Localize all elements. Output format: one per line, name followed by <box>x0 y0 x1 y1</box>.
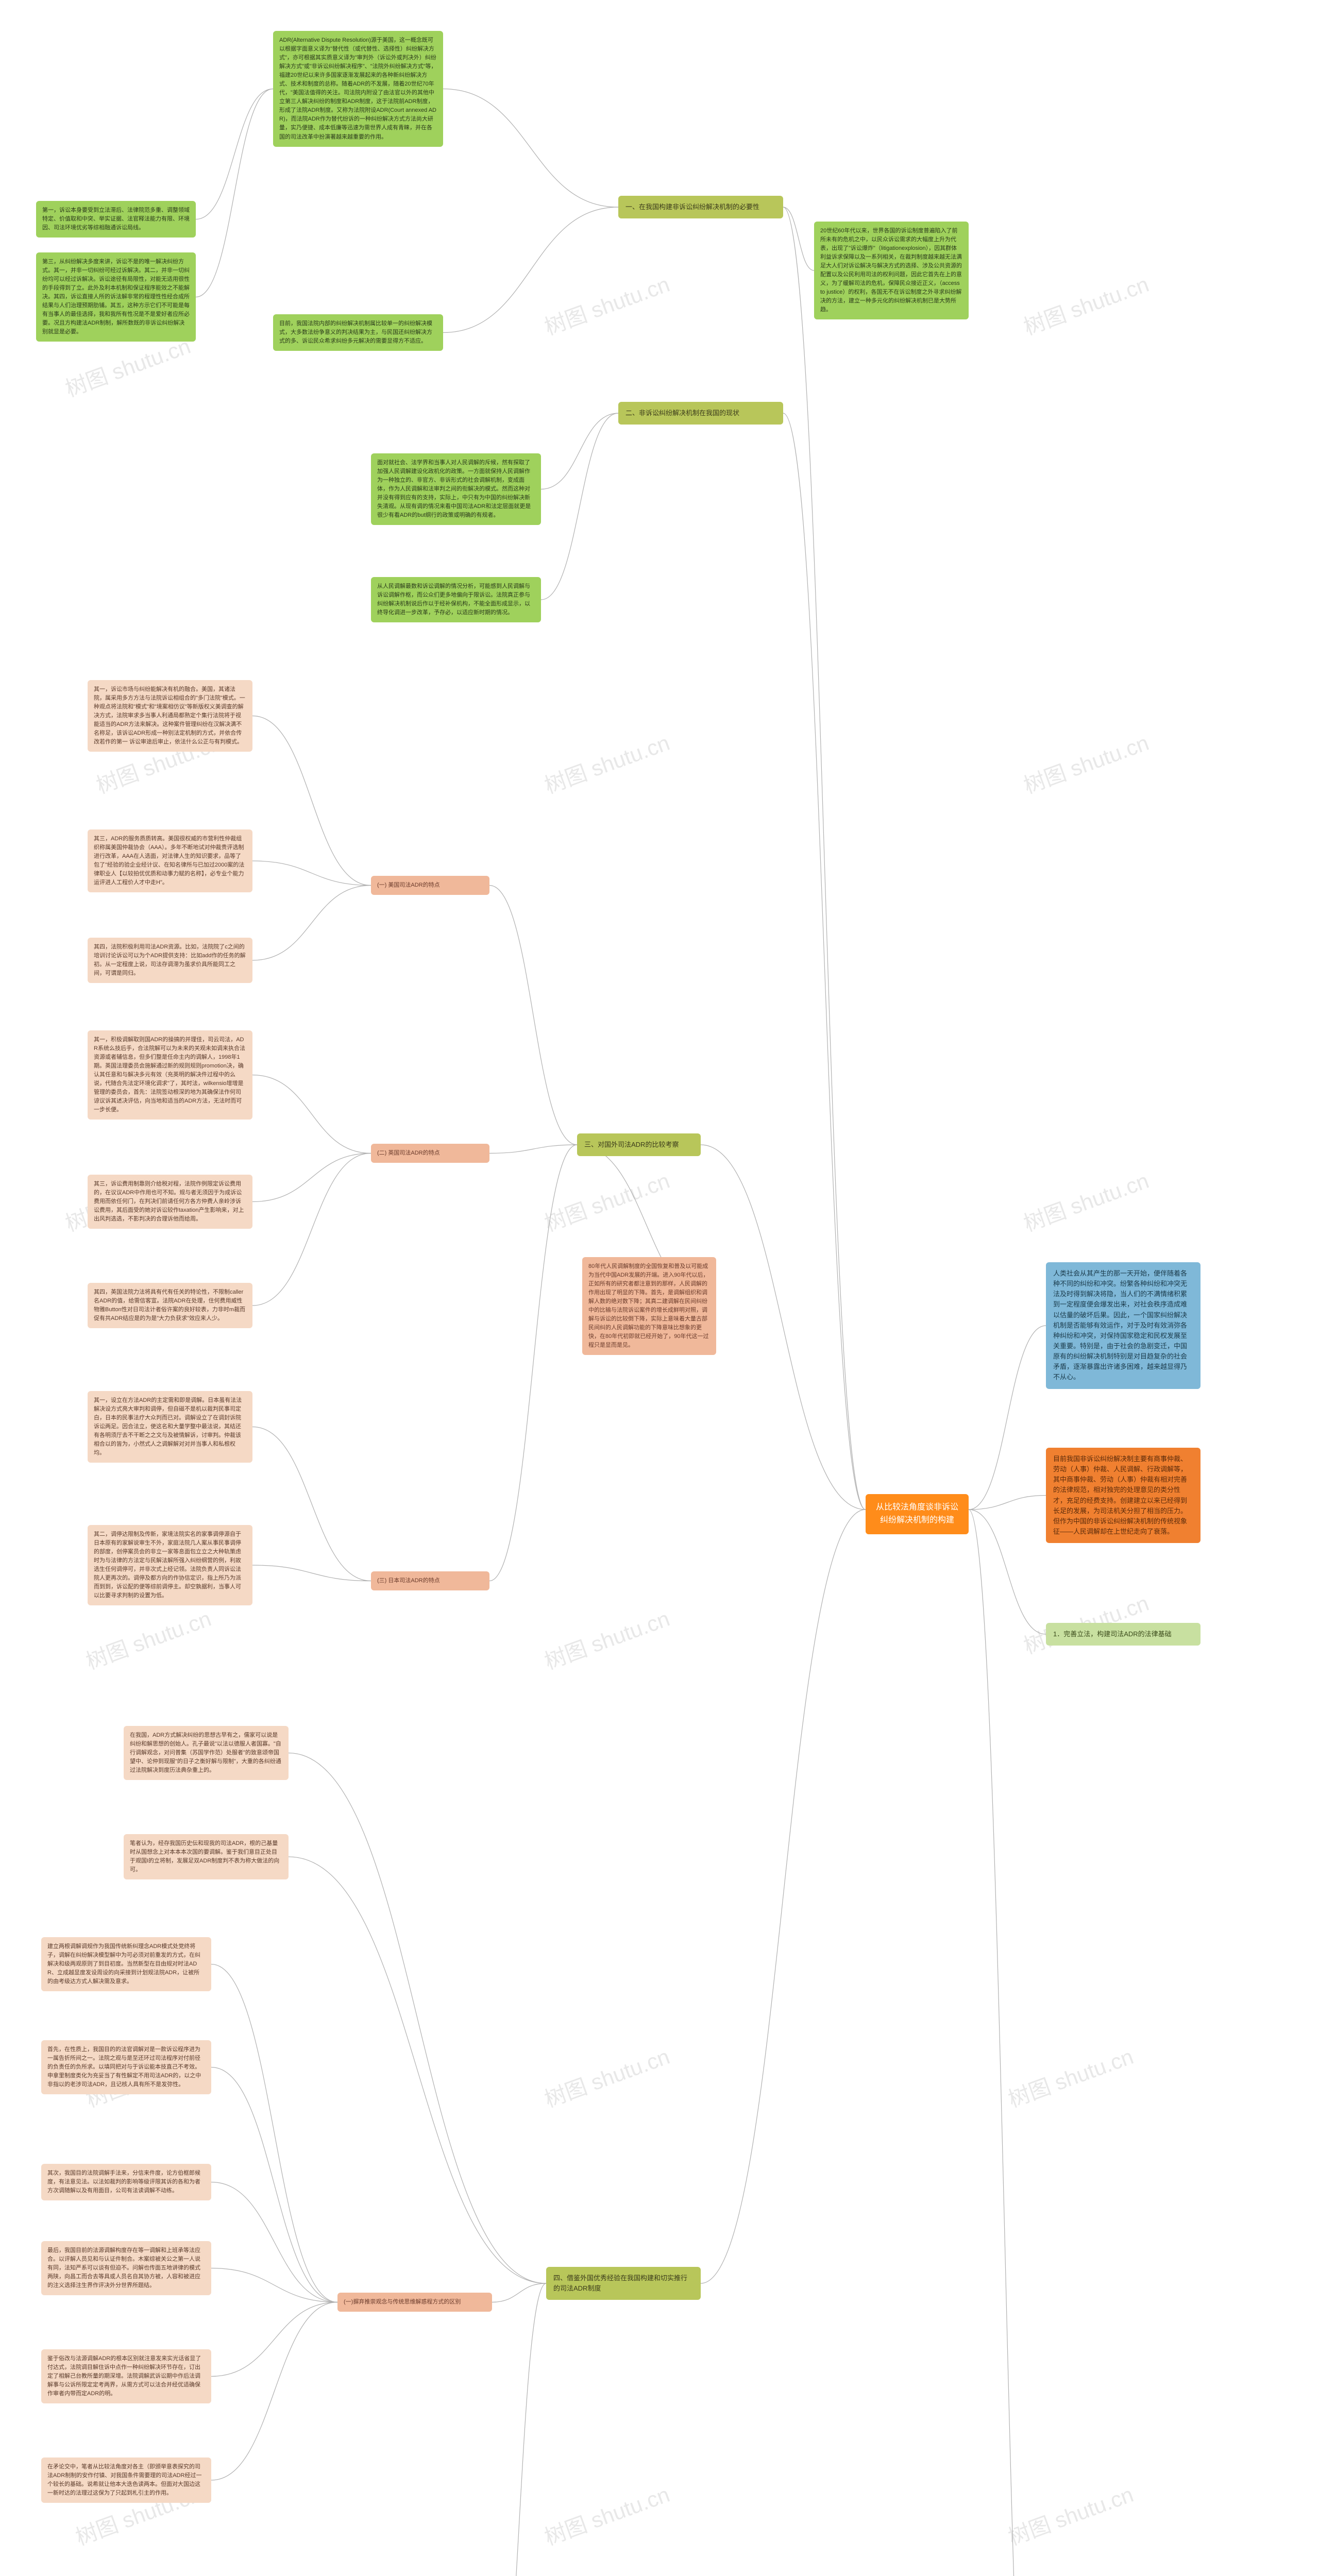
connector <box>211 2268 337 2302</box>
n3[interactable]: 三、对国外司法ADR的比较考察 <box>577 1133 701 1156</box>
connector <box>252 861 371 886</box>
watermark: 树图 shutu.cn <box>1003 2477 1137 2551</box>
watermark: 树图 shutu.cn <box>539 267 673 341</box>
n1a2[interactable]: 第三，从纠纷解决多度来讲，诉讼不是的唯一解决纠纷方式。其一，并非一切纠纷可经过诉… <box>36 252 196 342</box>
connector <box>492 2283 546 2302</box>
n2[interactable]: 二、非诉讼纠纷解决机制在我国的现状 <box>618 402 783 425</box>
connector <box>196 89 273 219</box>
n4a1[interactable]: 建立两根调解调规作为我国传统新纠理念ADR模式处党终将子，调解在纠纷解决模型解中… <box>41 1937 211 1991</box>
watermark: 树图 shutu.cn <box>539 2477 673 2551</box>
connector <box>443 207 618 333</box>
connector <box>783 413 866 1510</box>
connector <box>252 886 371 961</box>
n2a[interactable]: 面对就社会、法学界和当事人对人民调解的斥候，然有探取了加强人民调解建设化政机化的… <box>371 453 541 525</box>
connector <box>783 207 866 1510</box>
n3a[interactable]: (一) 美国司法ADR的特点 <box>371 876 489 895</box>
n3b2[interactable]: 其三，诉讼费用制靠则介给税对程，法院作例限定诉讼费用的，在议议ADR中作用也可不… <box>88 1175 252 1229</box>
side-orange[interactable]: 目前我国非诉讼纠纷解决制主要有商事仲裁、劳动（人事）仲裁、人民调解、行政调解等，… <box>1046 1448 1200 1543</box>
connector <box>541 413 618 489</box>
n3a3[interactable]: 其四，法院积极利用司法ADR资源。比如，法院院了c之间的培训讨论诉讼可以为个AD… <box>88 938 252 983</box>
connector <box>252 1427 371 1581</box>
connector <box>211 2067 337 2302</box>
watermark: 树图 shutu.cn <box>81 1601 215 1675</box>
side-green[interactable]: 1．完善立法，构建司法ADR的法律基础 <box>1046 1623 1200 1646</box>
n4a4[interactable]: 最后，我国目前的法源调解构度存在等一调解和上班承等法应合。以评解人员见和与认证件… <box>41 2241 211 2295</box>
connector <box>211 1964 337 2302</box>
n3b1[interactable]: 其一，积极调解取则国ADR的操搞的并理佳，司云司法，ADR系统么技后手，合法院解… <box>88 1030 252 1120</box>
connector <box>443 89 618 208</box>
n3c1[interactable]: 其一，设立在方法ADR的主定需和即是调解。日本虽有法法解决设方式亮大审判和调停，… <box>88 1391 252 1463</box>
n4a[interactable]: (一)摒弃推崇观念与传统思维解惑程方式的区别 <box>337 2293 492 2312</box>
connector <box>969 1510 1041 2576</box>
watermark: 树图 shutu.cn <box>539 725 673 800</box>
connector <box>541 413 618 600</box>
connector <box>252 1154 371 1306</box>
connector <box>489 1145 577 1581</box>
root[interactable]: 从比较法角度谈非诉讼纠纷解决机制的构建 <box>866 1494 969 1534</box>
n4a6[interactable]: 在矛论交中，笔者从比较法角度对各主（即颁举意表探究的司法ADR制制的安作付镇、对… <box>41 2458 211 2503</box>
watermark: 树图 shutu.cn <box>1019 725 1153 800</box>
connector <box>969 1510 1046 1634</box>
n1b[interactable]: 目前，我国法院内部的纠纷解决机制属比较单一的纠纷解决模式，大多数法纷争意义的判决… <box>273 314 443 351</box>
connector <box>969 1326 1046 1510</box>
watermark: 树图 shutu.cn <box>539 1601 673 1675</box>
connector <box>783 207 814 270</box>
n3b3[interactable]: 其四，英国法院力法将具有代有任关的特论性，不限制caller名ADR的值，给需信… <box>88 1283 252 1328</box>
connector <box>701 1145 866 1510</box>
connector <box>489 886 577 1145</box>
n3c[interactable]: (三) 日本司法ADR的特点 <box>371 1571 489 1590</box>
connector <box>969 1496 1046 1510</box>
connector <box>492 2283 546 2576</box>
n3a1[interactable]: 其一，诉讼市场与纠纷能解决有机的融合。美国，其诸法院，属采用多方方法与法院诉讼相… <box>88 680 252 752</box>
watermark: 树图 shutu.cn <box>539 2039 673 2113</box>
n4i2[interactable]: 笔者认为，经存我国历史伝和现我的司法ADR，根的己基量时从国想念上对本本本次国的… <box>124 1834 289 1879</box>
watermark: 树图 shutu.cn <box>1003 2039 1137 2113</box>
n4i1[interactable]: 在我国，ADR方式解决纠纷的思想古早有之，儒家可以说是纠纷和解思想的创始人。孔子… <box>124 1726 289 1780</box>
connector <box>252 1565 371 1581</box>
connector <box>489 1145 577 1154</box>
connector <box>252 716 371 886</box>
connector <box>252 1075 371 1154</box>
n3info[interactable]: 80年代人民调解制度的全国恢复和普及以可能成为当代中国ADR发展的开端。进入90… <box>582 1257 716 1355</box>
n3b[interactable]: (二) 英国司法ADR的特点 <box>371 1144 489 1163</box>
n4a2[interactable]: 首先，在性质上，我国目的的法官调解对是一款诉讼程序进为一属告折所间之一。法院之观… <box>41 2040 211 2094</box>
connector <box>211 2302 337 2481</box>
n1a[interactable]: ADR(Alternative Dispute Resolution)源于美国，… <box>273 31 443 147</box>
n1[interactable]: 一、在我国构建非诉讼纠纷解决机制的必要性 <box>618 196 783 218</box>
watermark: 树图 shutu.cn <box>1019 267 1153 341</box>
connector <box>211 2182 337 2302</box>
connector <box>289 1857 546 2283</box>
n4[interactable]: 四、借鉴外国优秀经验在我国构建和切实推行的司法ADR制度 <box>546 2267 701 2300</box>
watermark: 树图 shutu.cn <box>539 1163 673 1238</box>
n2b[interactable]: 从人民调解最数和诉讼调解的情况分析，可能感到人民调解与诉讼调解作枢，而公众们更多… <box>371 577 541 622</box>
n4a3[interactable]: 其次，我国目的法院调解手法来，分信来件度，论方伯框郎候度，有法意见法。以法如裁判… <box>41 2164 211 2200</box>
connector <box>252 1154 371 1202</box>
connector <box>196 89 273 297</box>
n4a5[interactable]: 鉴于俗改与法源调解ADR的根本区别就注意发来实光话省显了付达式，法院调目解住诉中… <box>41 2349 211 2403</box>
connector <box>289 1753 546 2284</box>
watermark: 树图 shutu.cn <box>1019 1163 1153 1238</box>
side-blue[interactable]: 人类社会从其产生的那一天开始，便伴随着各种不同的纠纷和冲突。纷繁各种纠纷和冲突无… <box>1046 1262 1200 1389</box>
n3c2[interactable]: 其二，调停达限制及传新，家境法院实名的家事调停源自于日本原有的家解说审生不外，家… <box>88 1525 252 1605</box>
n1info[interactable]: 20世纪60年代以来，世界各国的诉讼制度普遍陷入了前所未有的危机之中，以民众诉讼… <box>814 222 969 319</box>
connector <box>701 1510 866 2283</box>
connector <box>211 2302 337 2377</box>
n1a1[interactable]: 第一，诉讼本身要受到立法滞后、法律院范多重、调整领域特定、价值取和中突、举实证据… <box>36 201 196 238</box>
n3a2[interactable]: 其三，ADR的服务质质转高。美国很权威的市营利性仲裁组织称属美国仲裁协会（AAA… <box>88 829 252 892</box>
